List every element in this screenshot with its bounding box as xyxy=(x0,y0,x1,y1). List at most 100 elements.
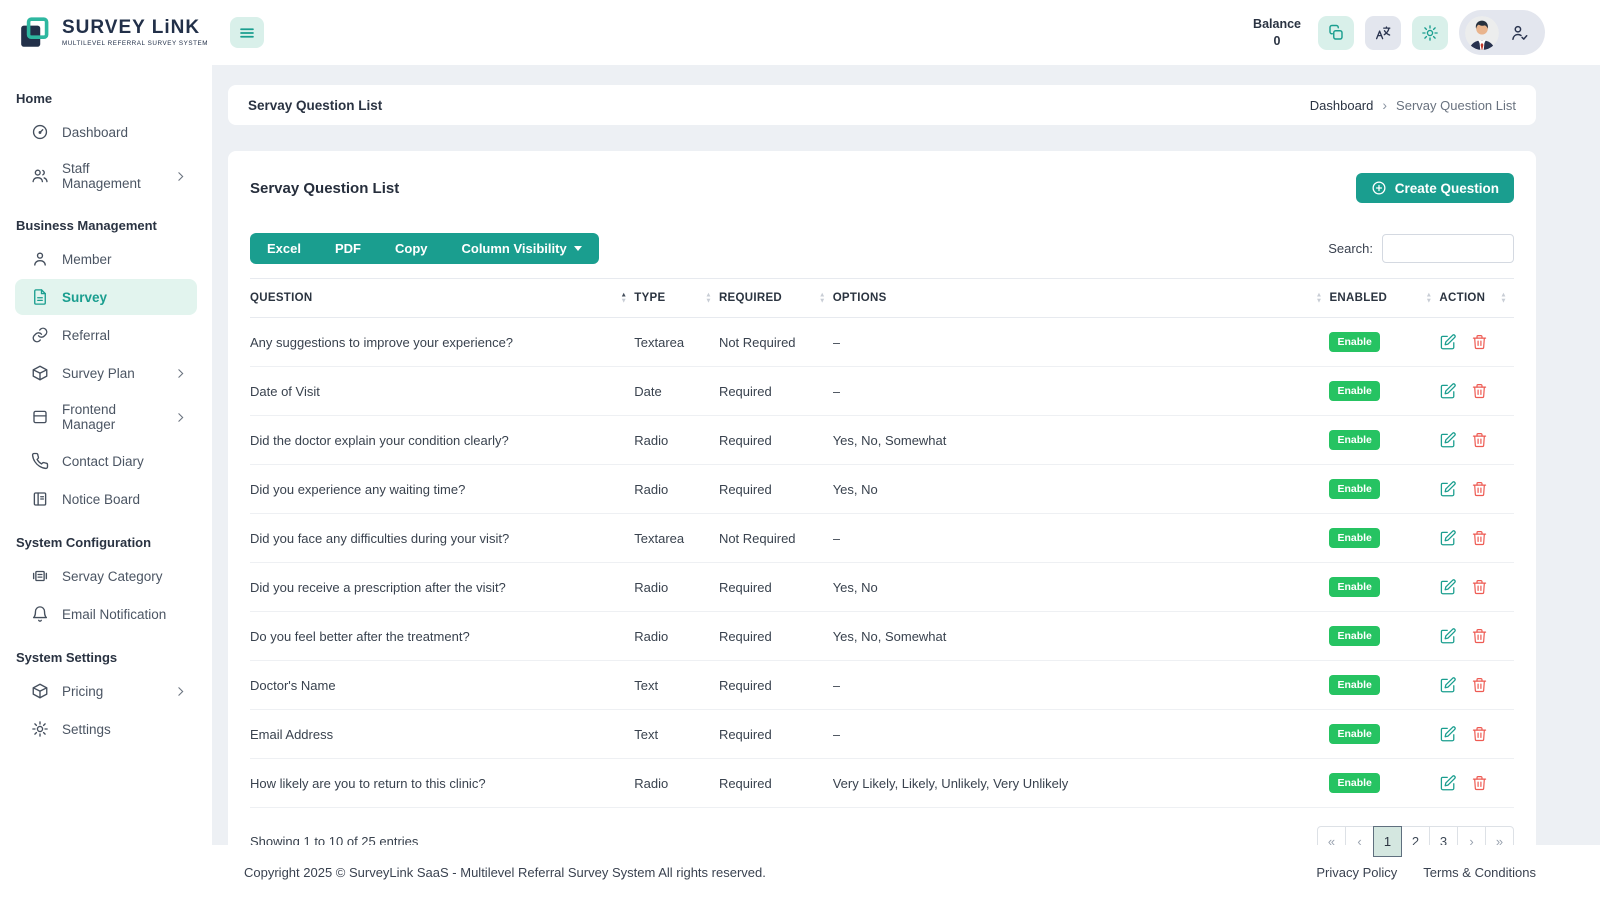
translate-button[interactable] xyxy=(1365,15,1401,50)
cell-options: – xyxy=(832,660,1330,710)
delete-icon[interactable] xyxy=(1471,333,1488,351)
column-header-question[interactable]: QUESTION ▲ ▼ xyxy=(250,278,635,318)
cell-type: Textarea xyxy=(634,513,719,563)
column-header-options[interactable]: OPTIONS ▲ ▼ xyxy=(832,278,1330,318)
column-visibility-label: Column Visibility xyxy=(461,241,567,256)
page-footer: Copyright 2025 © SurveyLink SaaS - Multi… xyxy=(212,845,1600,900)
enable-status-badge[interactable]: Enable xyxy=(1329,332,1380,352)
sidebar-item-servay-category[interactable]: Servay Category xyxy=(15,558,197,594)
enable-status-badge[interactable]: Enable xyxy=(1329,724,1380,744)
table-row: Email Address Text Required – Enable xyxy=(250,709,1514,759)
enable-status-badge[interactable]: Enable xyxy=(1329,528,1380,548)
delete-icon[interactable] xyxy=(1471,627,1488,645)
edit-icon[interactable] xyxy=(1439,627,1457,645)
breadcrumb: Dashboard › Servay Question List xyxy=(1310,97,1516,113)
sidebar-section-system-settings: System Settings xyxy=(16,650,118,665)
cell-required: Required xyxy=(718,611,833,661)
copy-button[interactable] xyxy=(1318,15,1354,50)
column-header-type[interactable]: TYPE ▲ ▼ xyxy=(634,278,719,318)
sidebar-item-member[interactable]: Member xyxy=(15,241,197,277)
sidebar-section-business: Business Management xyxy=(16,218,157,233)
cell-type: Radio xyxy=(634,415,719,465)
privacy-policy-link[interactable]: Privacy Policy xyxy=(1316,865,1398,880)
caret-down-icon xyxy=(573,246,582,251)
enable-status-badge[interactable]: Enable xyxy=(1329,773,1380,793)
main-content: Servay Question List Dashboard › Servay … xyxy=(212,65,1600,877)
sidebar-item-staff-management[interactable]: Staff Management xyxy=(15,152,197,200)
edit-icon[interactable] xyxy=(1439,774,1457,792)
cell-required: Required xyxy=(718,562,833,612)
sidebar-item-survey-plan[interactable]: Survey Plan xyxy=(15,355,197,391)
cell-enabled: Enable xyxy=(1329,415,1440,465)
cell-action xyxy=(1439,415,1514,465)
sidebar-item-label: Contact Diary xyxy=(62,453,144,469)
enable-status-badge[interactable]: Enable xyxy=(1329,479,1380,499)
excel-export-button[interactable]: Excel xyxy=(250,233,318,264)
link-icon xyxy=(31,326,49,344)
user-menu[interactable] xyxy=(1459,10,1545,55)
delete-icon[interactable] xyxy=(1471,382,1488,400)
sidebar-item-contact-diary[interactable]: Contact Diary xyxy=(15,443,197,479)
edit-icon[interactable] xyxy=(1439,480,1457,498)
column-visibility-dropdown[interactable]: Column Visibility xyxy=(444,233,598,264)
delete-icon[interactable] xyxy=(1471,431,1488,449)
edit-icon[interactable] xyxy=(1439,382,1457,400)
delete-icon[interactable] xyxy=(1471,774,1488,792)
sidebar-item-email-notification[interactable]: Email Notification xyxy=(15,596,197,632)
table-row: How likely are you to return to this cli… xyxy=(250,758,1514,808)
column-header-enabled[interactable]: ENABLED ▲ ▼ xyxy=(1329,278,1440,318)
cell-required: Required xyxy=(718,415,833,465)
create-question-button[interactable]: Create Question xyxy=(1355,173,1514,203)
sidebar-item-survey[interactable]: Survey xyxy=(15,279,197,315)
copy-table-button[interactable]: Copy xyxy=(378,233,445,264)
breadcrumb-dashboard-link[interactable]: Dashboard xyxy=(1309,97,1374,113)
sidebar-item-pricing[interactable]: Pricing xyxy=(15,673,197,709)
enable-status-badge[interactable]: Enable xyxy=(1329,675,1380,695)
enable-status-badge[interactable]: Enable xyxy=(1329,381,1380,401)
create-question-label: Create Question xyxy=(1394,180,1499,196)
column-header-action[interactable]: ACTION ▲ ▼ xyxy=(1439,278,1514,318)
topbar-actions: Balance 0 xyxy=(1253,10,1600,55)
terms-conditions-link[interactable]: Terms & Conditions xyxy=(1423,865,1536,880)
chevron-right-icon xyxy=(174,170,187,183)
sidebar-toggle-button[interactable] xyxy=(230,17,264,48)
layout-icon xyxy=(31,408,49,426)
delete-icon[interactable] xyxy=(1471,529,1488,547)
sidebar-item-label: Survey xyxy=(62,289,108,305)
edit-icon[interactable] xyxy=(1439,529,1457,547)
delete-icon[interactable] xyxy=(1471,480,1488,498)
cell-action xyxy=(1439,611,1514,661)
column-header-required[interactable]: REQUIRED ▲ ▼ xyxy=(718,278,833,318)
sidebar-item-settings[interactable]: Settings xyxy=(15,711,197,747)
sidebar-item-notice-board[interactable]: Notice Board xyxy=(15,481,197,517)
sidebar-item-frontend-manager[interactable]: Frontend Manager xyxy=(15,393,197,441)
edit-icon[interactable] xyxy=(1439,676,1457,694)
sidebar-item-referral[interactable]: Referral xyxy=(15,317,197,353)
edit-icon[interactable] xyxy=(1439,578,1457,596)
edit-icon[interactable] xyxy=(1439,333,1457,351)
sidebar-item-label: Referral xyxy=(62,327,111,343)
enable-status-badge[interactable]: Enable xyxy=(1329,626,1380,646)
cell-question: Did you receive a prescription after the… xyxy=(250,562,635,612)
enable-status-badge[interactable]: Enable xyxy=(1329,577,1380,597)
delete-icon[interactable] xyxy=(1471,578,1488,596)
delete-icon[interactable] xyxy=(1471,676,1488,694)
sidebar-item-label: Frontend Manager xyxy=(62,402,117,432)
settings-button[interactable] xyxy=(1412,15,1448,50)
search-input[interactable] xyxy=(1382,234,1514,263)
edit-icon[interactable] xyxy=(1439,725,1457,743)
table-row: Did you face any difficulties during you… xyxy=(250,513,1514,563)
edit-icon[interactable] xyxy=(1439,431,1457,449)
enable-status-badge[interactable]: Enable xyxy=(1329,430,1380,450)
pagination-page-1[interactable]: 1 xyxy=(1373,826,1402,857)
sidebar-item-dashboard[interactable]: Dashboard xyxy=(15,114,197,150)
balance-label: Balance xyxy=(1253,17,1301,32)
pdf-export-button[interactable]: PDF xyxy=(318,233,378,264)
delete-icon[interactable] xyxy=(1471,725,1488,743)
cell-type: Radio xyxy=(634,562,719,612)
cell-type: Radio xyxy=(634,611,719,661)
cell-question: How likely are you to return to this cli… xyxy=(250,758,635,808)
cell-action xyxy=(1439,709,1514,759)
table-row: Date of Visit Date Required – Enable xyxy=(250,366,1514,416)
cell-required: Required xyxy=(718,464,833,514)
